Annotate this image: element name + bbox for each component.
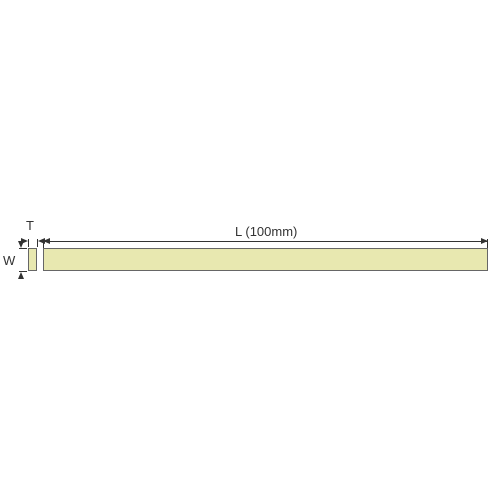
thickness-label: T	[26, 218, 34, 233]
dimension-diagram: T W L (100mm)	[0, 0, 500, 500]
length-label: L (100mm)	[235, 224, 297, 239]
length-bar	[43, 248, 488, 271]
width-label: W	[3, 253, 15, 268]
cross-section-rect	[28, 248, 37, 271]
